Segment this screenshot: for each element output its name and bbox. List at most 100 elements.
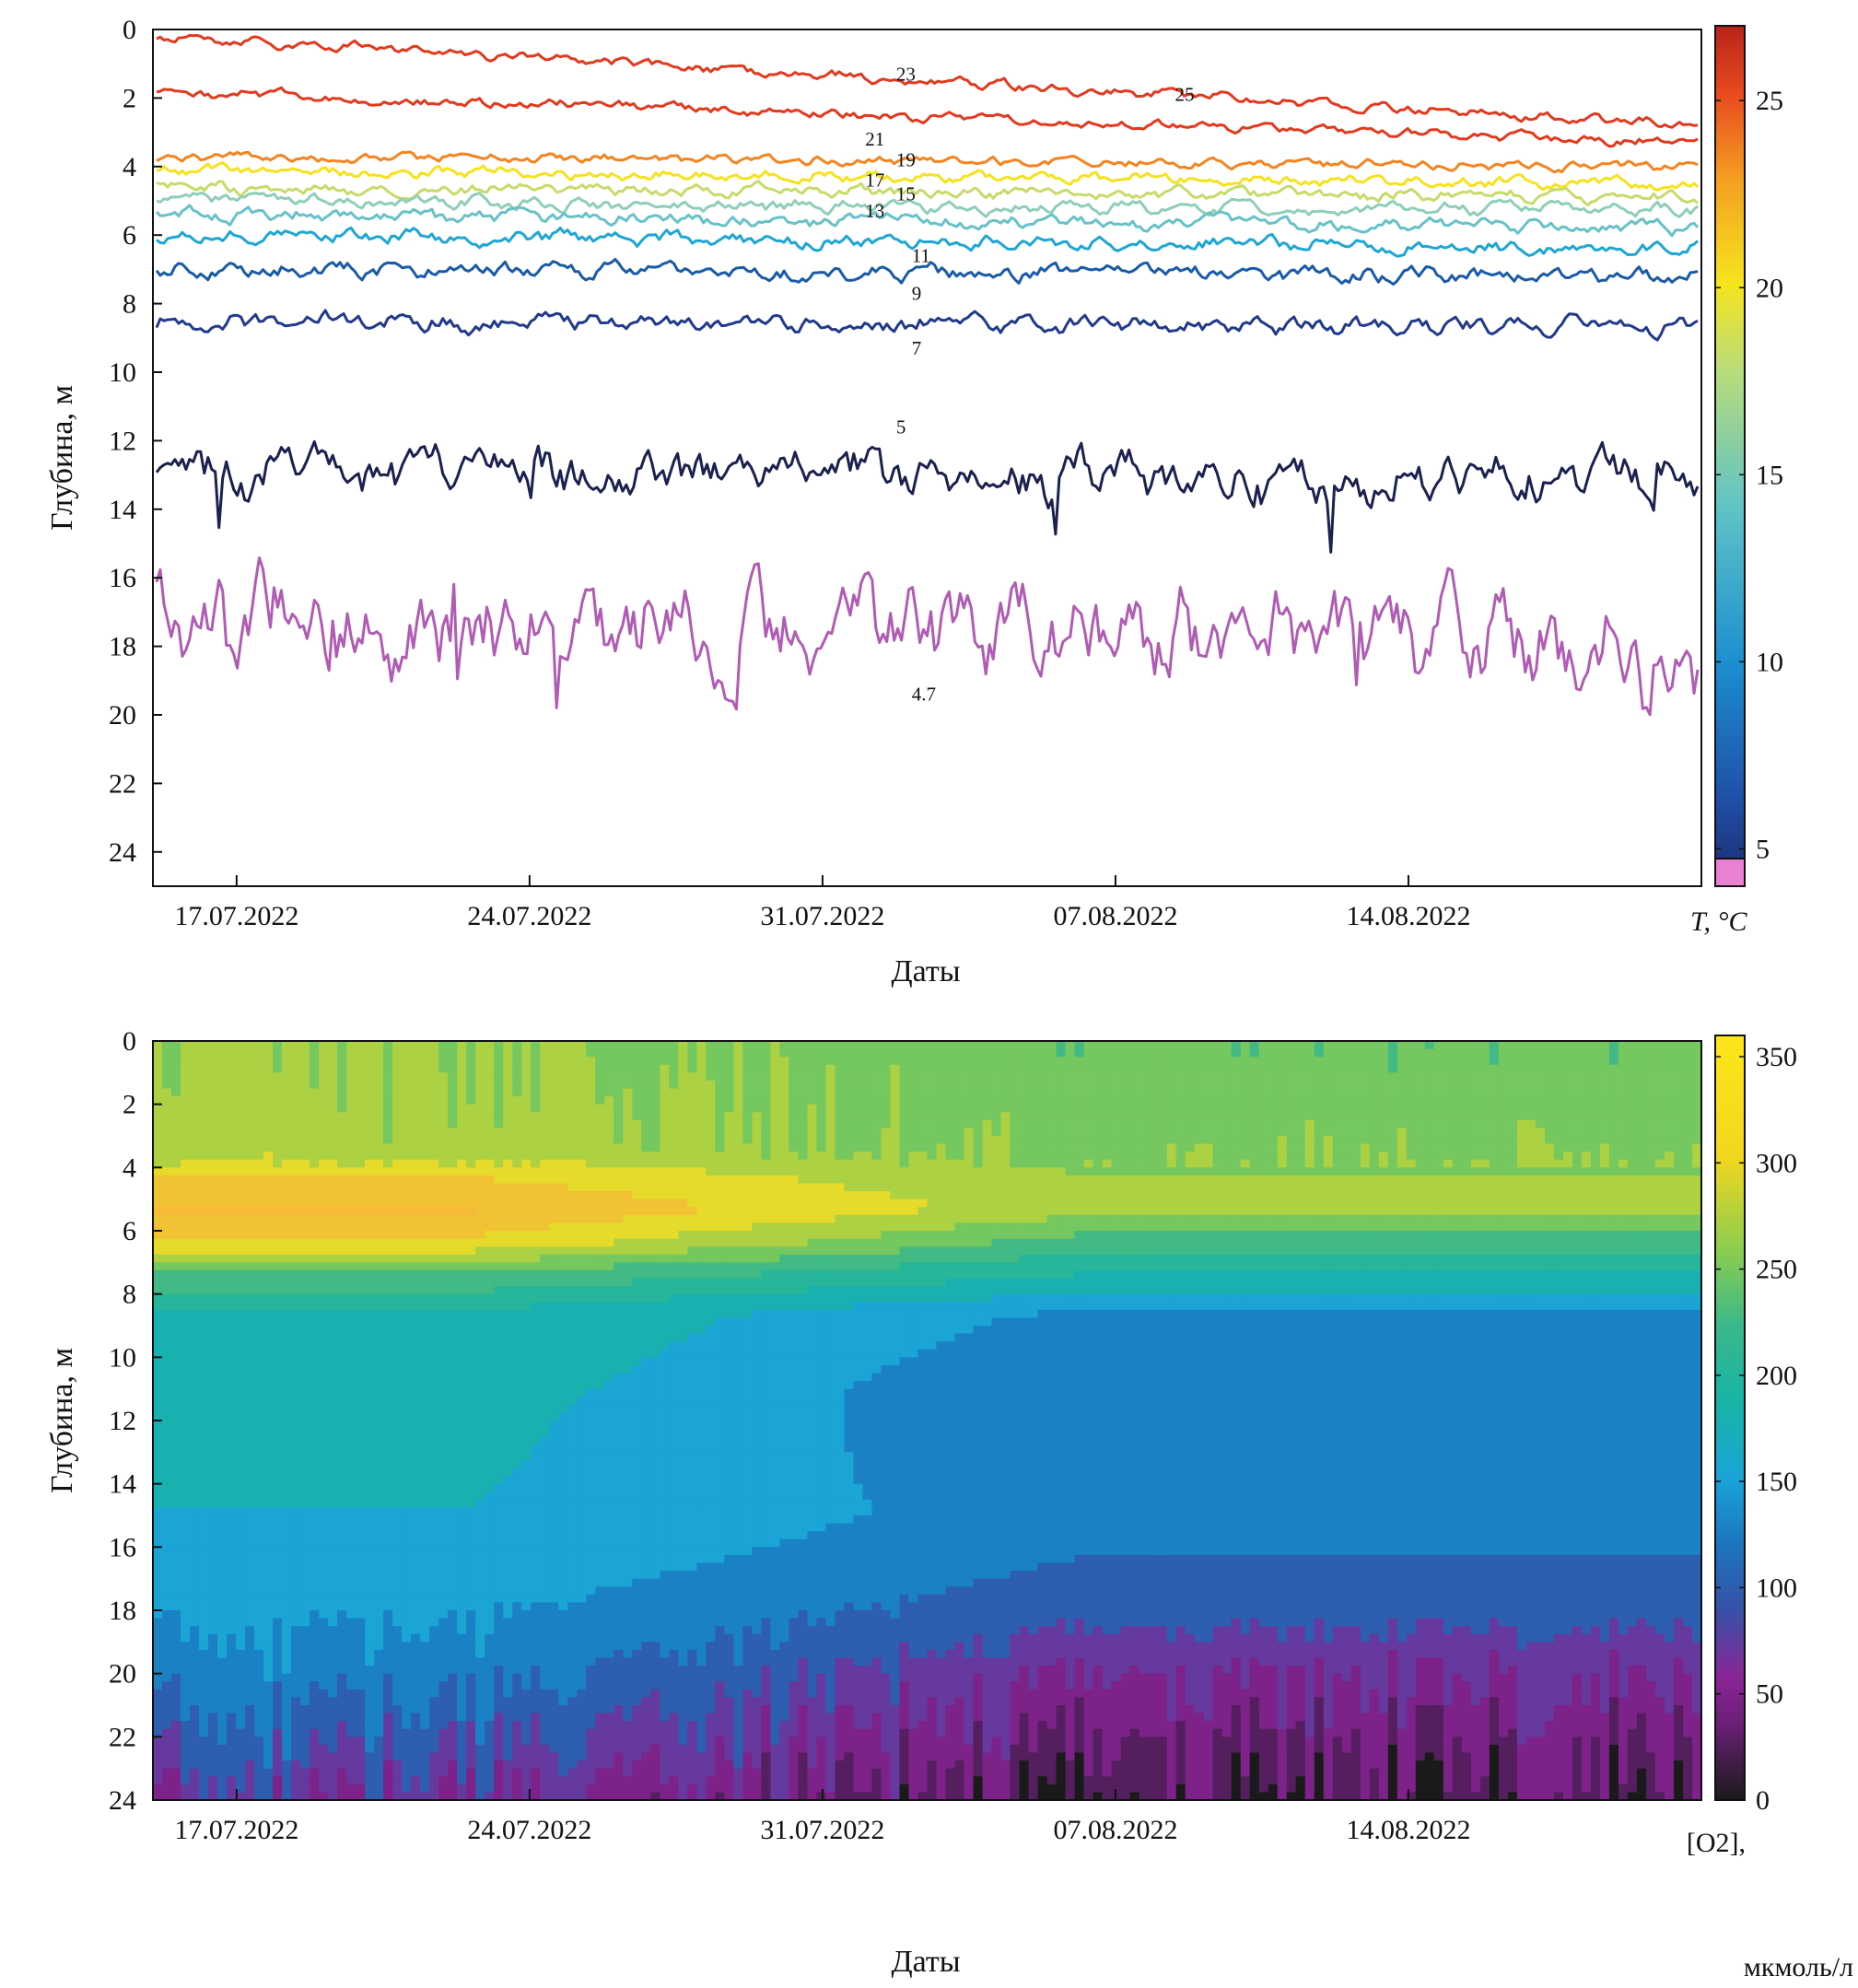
oxygen-cell [411, 1364, 421, 1374]
oxygen-cell [319, 1713, 329, 1722]
oxygen-cell [328, 1262, 338, 1271]
oxygen-cell [392, 1666, 403, 1675]
oxygen-cell [475, 1705, 485, 1714]
oxygen-cell [466, 1610, 476, 1620]
oxygen-cell [402, 1594, 412, 1604]
oxygen-cell [374, 1428, 384, 1437]
oxygen-cell [429, 1792, 439, 1800]
oxygen-cell [485, 1412, 495, 1421]
oxygen-cell [567, 1412, 578, 1421]
oxygen-cell [171, 1515, 181, 1525]
oxygen-cell [190, 1246, 200, 1256]
oxygen-cell [300, 1341, 310, 1351]
oxygen-cell [448, 1183, 458, 1192]
oxygen-cell [595, 1562, 605, 1572]
oxygen-cell [208, 1633, 218, 1643]
oxygen-cell [521, 1364, 532, 1374]
oxygen-cell [310, 1080, 320, 1090]
oxygen-cell [494, 1483, 504, 1492]
oxygen-cell [577, 1705, 587, 1714]
oxygen-cell [319, 1657, 329, 1666]
oxygen-cell [337, 1642, 347, 1651]
oxygen-cell [273, 1444, 283, 1453]
oxygen-cell [162, 1752, 172, 1761]
oxygen-cell [531, 1238, 541, 1247]
oxygen-cell [438, 1262, 449, 1271]
oxygen-cell [457, 1468, 467, 1477]
oxygen-cell [595, 1246, 605, 1256]
oxygen-cell [420, 1309, 430, 1319]
oxygen-cell [466, 1578, 476, 1587]
oxygen-cell [162, 1246, 172, 1256]
oxygen-cell [503, 1404, 513, 1414]
oxygen-cell [227, 1681, 237, 1690]
oxygen-cell [494, 1119, 504, 1129]
oxygen-cell [199, 1214, 209, 1224]
oxygen-cell [263, 1657, 274, 1666]
oxygen-cell [503, 1602, 513, 1611]
oxygen-cell [236, 1752, 246, 1761]
oxygen-cell [190, 1167, 200, 1176]
oxygen-cell [567, 1594, 578, 1604]
oxygen-cell [245, 1119, 255, 1129]
oxygen-cell [411, 1436, 421, 1445]
oxygen-cell [475, 1119, 485, 1129]
oxygen-cell [227, 1349, 237, 1358]
oxygen-cell [392, 1744, 403, 1754]
oxygen-cell [604, 1309, 614, 1319]
oxygen-cell [153, 1128, 163, 1137]
oxygen-cell [475, 1666, 485, 1675]
oxygen-cell [503, 1459, 513, 1469]
oxygen-cell [402, 1554, 412, 1564]
oxygen-cell [613, 1578, 624, 1587]
oxygen-cell [374, 1476, 384, 1485]
oxygen-cell [420, 1231, 430, 1240]
oxygen-cell [236, 1349, 246, 1358]
oxygen-cell [420, 1381, 430, 1390]
oxygen-cell [402, 1649, 412, 1659]
oxygen-cell [199, 1547, 209, 1556]
oxygen-cell [613, 1231, 624, 1240]
oxygen-cell [365, 1048, 375, 1058]
oxygen-cell [503, 1476, 513, 1485]
oxygen-cell [181, 1048, 191, 1058]
oxygen-cell [356, 1578, 366, 1587]
oxygen-cell [208, 1191, 218, 1200]
oxygen-cell [512, 1768, 522, 1777]
oxygen-cell [604, 1064, 614, 1073]
oxygen-cell [494, 1191, 504, 1200]
oxygen-cell [227, 1254, 237, 1263]
oxygen-cell [217, 1302, 228, 1311]
oxygen-cell [438, 1269, 449, 1280]
temperature-colorbar-label: T, °C [1690, 906, 1747, 937]
oxygen-cell [282, 1222, 292, 1232]
oxygen-cell [503, 1207, 513, 1216]
oxygen-cell [245, 1476, 255, 1485]
oxygen-cell [420, 1080, 430, 1090]
oxygen-cell [245, 1705, 255, 1714]
oxygen-cell [595, 1642, 605, 1651]
oxygen-cell [595, 1571, 605, 1580]
oxygen-cell [181, 1776, 191, 1785]
oxygen-cell [346, 1507, 356, 1516]
oxygen-cell [567, 1293, 578, 1303]
oxygen-cell [549, 1602, 559, 1611]
oxygen-cell [273, 1373, 283, 1382]
oxygen-cell [540, 1602, 550, 1611]
oxygen-cell [236, 1373, 246, 1382]
oxygen-cell [227, 1167, 237, 1176]
oxygen-cell [374, 1302, 384, 1311]
oxygen-cell [420, 1421, 430, 1430]
oxygen-cell [383, 1175, 393, 1185]
oxygen-cell [595, 1768, 605, 1777]
oxygen-cell [337, 1293, 347, 1303]
oxygen-cell [153, 1523, 163, 1532]
oxygen-cell [466, 1341, 476, 1351]
oxygen-cell [273, 1760, 283, 1770]
oxygen-cell [227, 1357, 237, 1366]
oxygen-cell [429, 1728, 439, 1737]
oxygen-cell [549, 1326, 559, 1335]
oxygen-cell [300, 1428, 310, 1437]
oxygen-cell [217, 1341, 228, 1351]
oxygen-cell [300, 1104, 310, 1113]
